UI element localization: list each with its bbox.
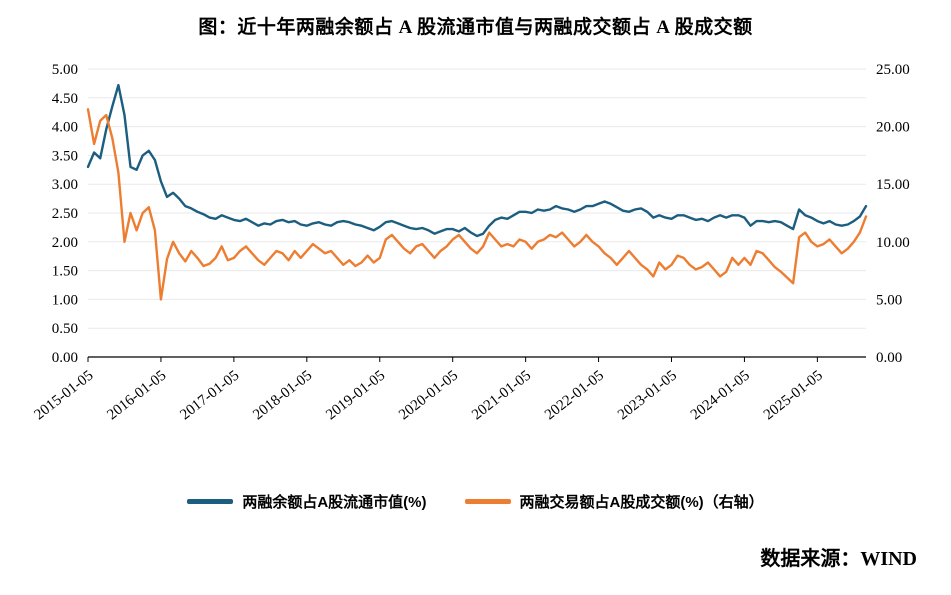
svg-text:2.50: 2.50	[52, 206, 78, 222]
svg-text:2021-01-05: 2021-01-05	[469, 368, 534, 424]
svg-text:2018-01-05: 2018-01-05	[250, 368, 315, 424]
svg-text:3.50: 3.50	[52, 148, 78, 164]
legend-item-turnover: 两融交易额占A股成交额(%)（右轴）	[464, 491, 764, 512]
legend-marker-turnover-line	[464, 499, 511, 504]
x-axis-labels: 2015-01-05 2016-01-05 2017-01-05 2018-01-05…	[31, 368, 825, 424]
svg-text:15.00: 15.00	[876, 177, 910, 193]
legend-marker-balance-line	[187, 499, 234, 504]
line-chart: 0.00 0.50 1.00 1.50 2.00 2.50 3.00 3.50 4.00 4.50…	[31, 62, 910, 424]
data-source: 数据来源：WIND	[760, 548, 917, 570]
svg-text:2019-01-05: 2019-01-05	[323, 368, 388, 424]
svg-text:10.00: 10.00	[876, 235, 910, 251]
svg-text:5.00: 5.00	[876, 292, 902, 308]
svg-text:4.00: 4.00	[52, 120, 78, 136]
legend-label-turnover: 两融交易额占A股成交额(%)（右轴）	[519, 494, 764, 511]
svg-text:2023-01-05: 2023-01-05	[615, 368, 680, 424]
chart-title: 图：近十年两融余额占 A 股流通市值与两融成交额占 A 股成交额	[198, 17, 753, 38]
svg-text:2020-01-05: 2020-01-05	[396, 368, 461, 424]
chart-legend: 两融余额占A股流通市值(%) 两融交易额占A股成交额(%)（右轴）	[0, 491, 951, 512]
svg-text:1.00: 1.00	[52, 292, 78, 308]
svg-text:20.00: 20.00	[876, 120, 910, 136]
left-axis-labels: 0.00 0.50 1.00 1.50 2.00 2.50 3.00 3.50 4.00 4.50…	[52, 62, 78, 366]
x-axis	[87, 356, 866, 362]
svg-text:2.00: 2.00	[52, 235, 78, 251]
svg-text:0.00: 0.00	[876, 350, 902, 366]
svg-text:0.00: 0.00	[52, 350, 78, 366]
svg-text:3.00: 3.00	[52, 177, 78, 193]
gridlines	[88, 68, 866, 329]
svg-text:2022-01-05: 2022-01-05	[542, 368, 607, 424]
svg-text:2016-01-05: 2016-01-05	[104, 368, 169, 424]
svg-text:1.50: 1.50	[52, 264, 78, 280]
svg-text:4.50: 4.50	[52, 91, 78, 107]
svg-text:2024-01-05: 2024-01-05	[688, 368, 753, 424]
svg-text:2015-01-05: 2015-01-05	[31, 368, 96, 424]
legend-item-balance: 两融余额占A股流通市值(%)	[187, 491, 427, 512]
svg-text:25.00: 25.00	[876, 62, 910, 78]
series-line-margin-balance	[86, 83, 868, 238]
svg-text:0.50: 0.50	[52, 321, 78, 337]
svg-text:2017-01-05: 2017-01-05	[177, 368, 242, 424]
series-line-margin-turnover	[86, 108, 868, 301]
svg-text:2025-01-05: 2025-01-05	[761, 368, 826, 424]
legend-label-balance: 两融余额占A股流通市值(%)	[242, 494, 427, 511]
right-axis-labels: 0.00 5.00 10.00 15.00 20.00 25.00	[876, 62, 910, 366]
svg-text:5.00: 5.00	[52, 62, 78, 78]
